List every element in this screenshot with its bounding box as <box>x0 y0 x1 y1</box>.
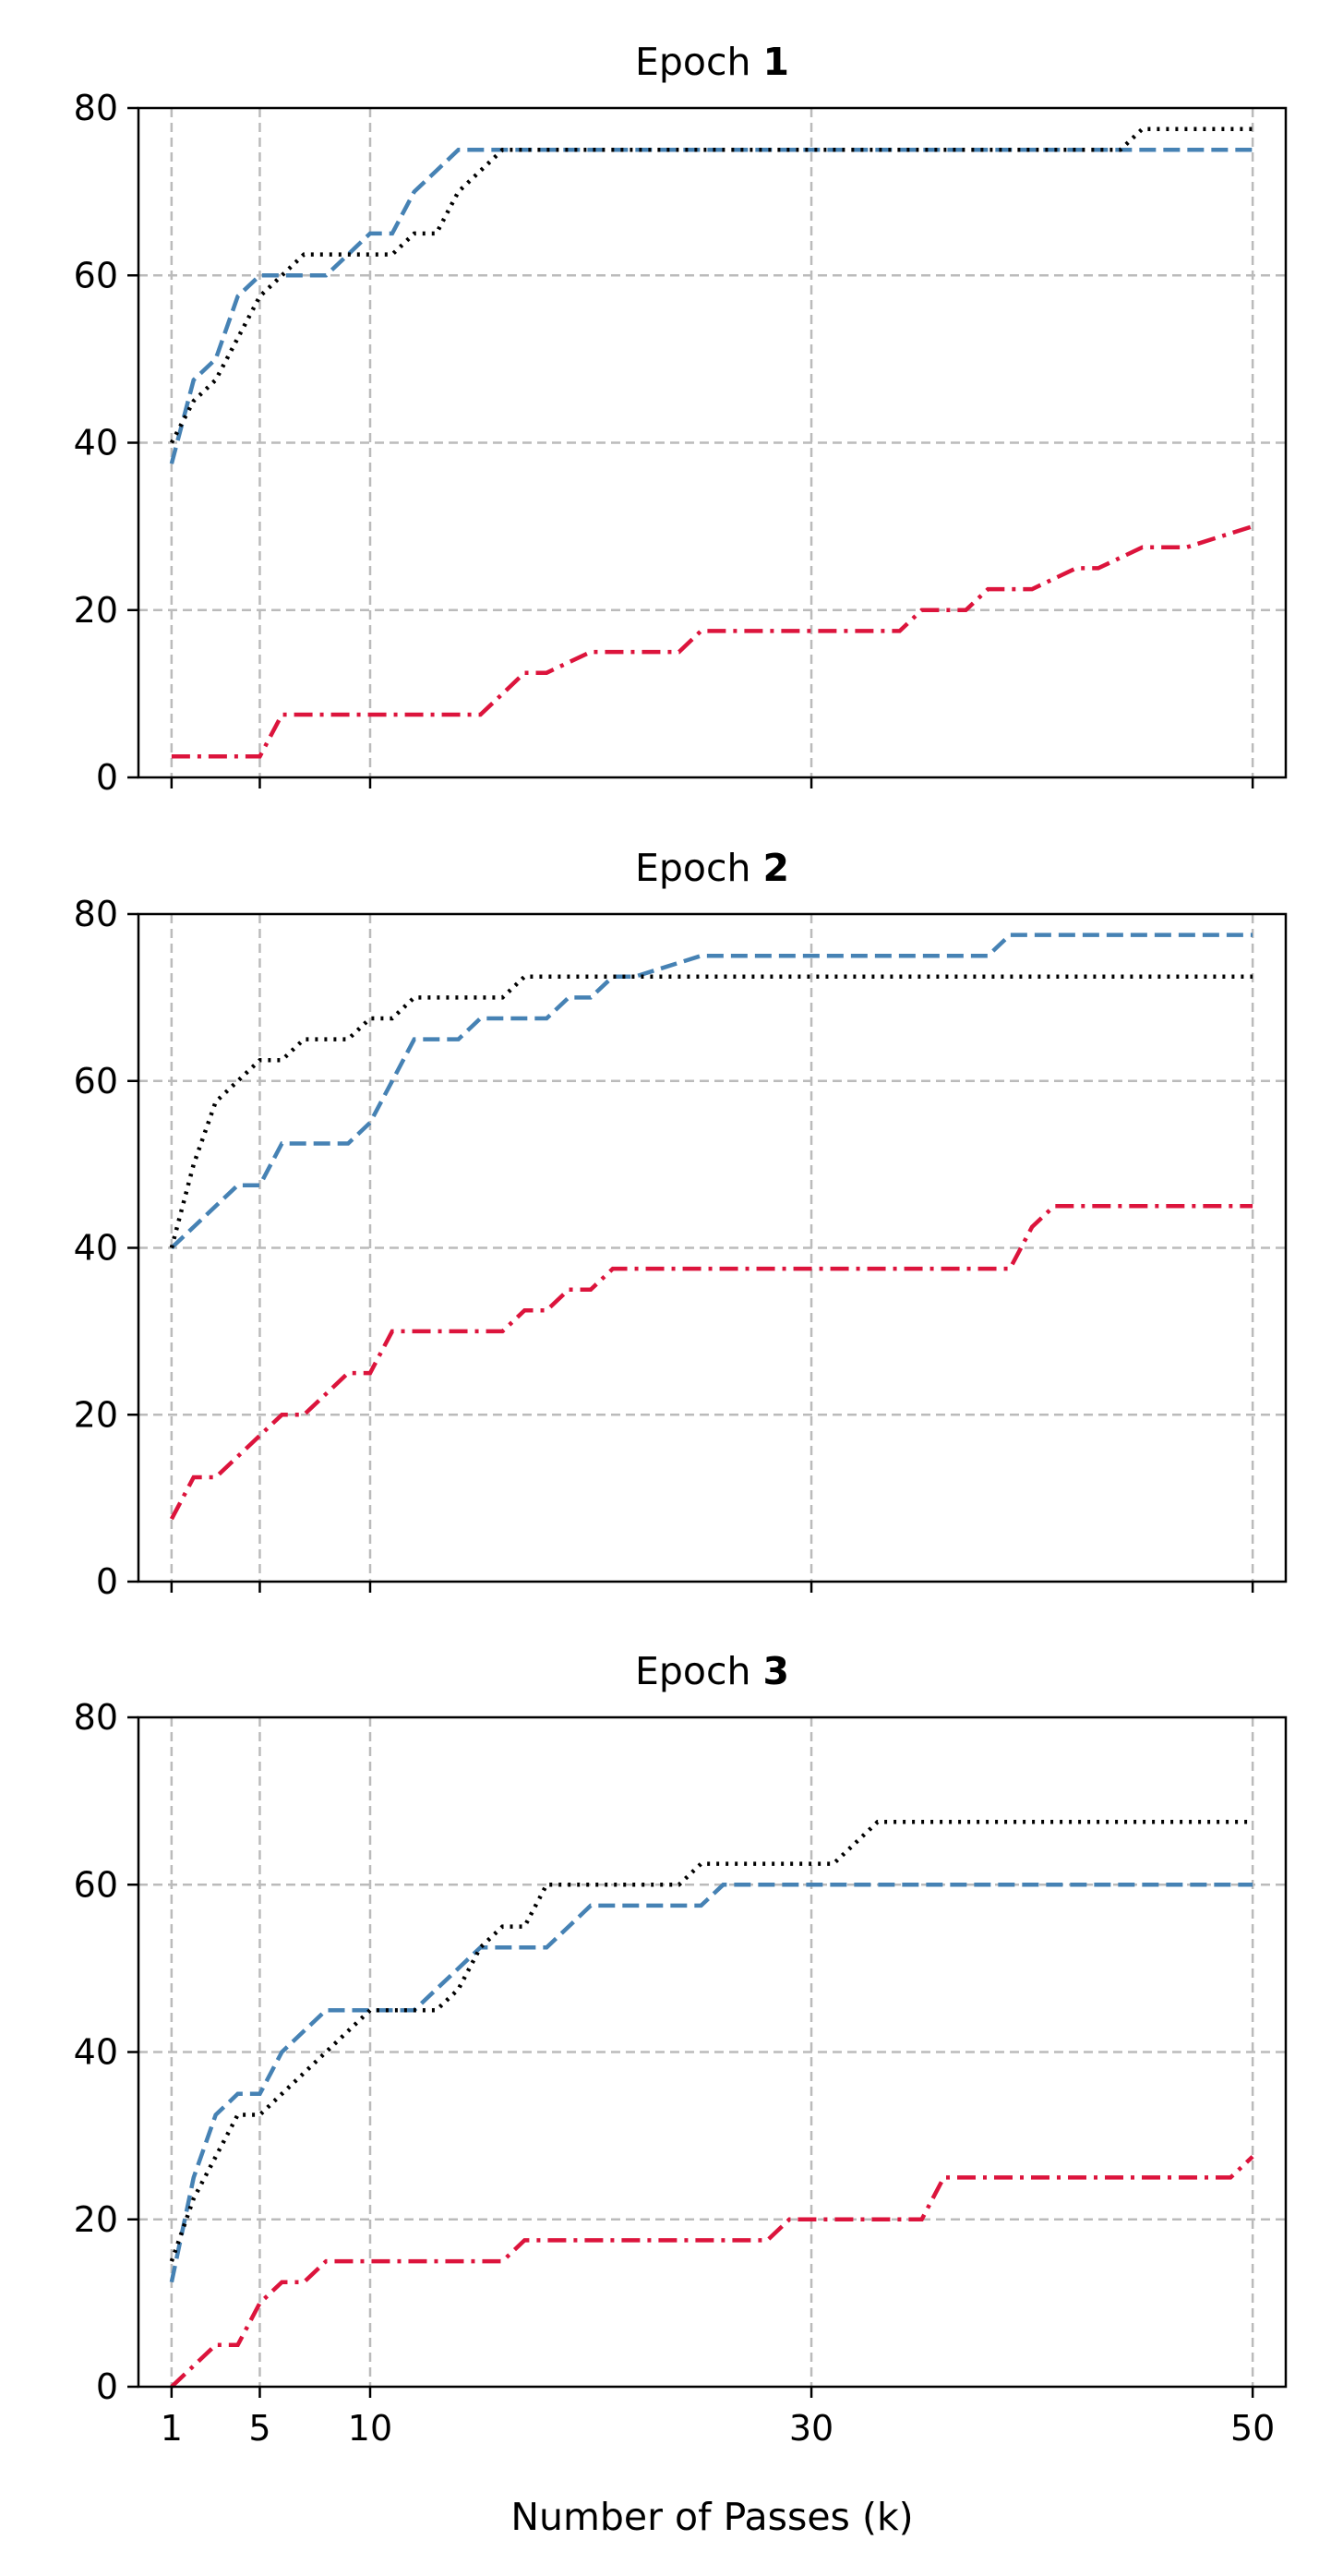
y-tick-label: 60 <box>74 1864 118 1905</box>
series-line-dashdot <box>171 524 1253 759</box>
y-tick-label: 60 <box>74 255 118 295</box>
y-tick-label: 0 <box>96 2366 118 2407</box>
x-tick-label: 10 <box>348 2408 392 2449</box>
x-tick-label: 30 <box>789 2408 833 2449</box>
x-axis-label: Number of Passes (k) <box>510 2495 913 2539</box>
y-tick-label: 20 <box>74 590 118 631</box>
series-line-dotted <box>169 1820 1253 2262</box>
y-tick-label: 40 <box>74 423 118 463</box>
y-tick-label: 40 <box>74 1228 118 1269</box>
series-line-dashdot <box>169 1204 1253 1521</box>
y-tick-label: 0 <box>96 757 118 798</box>
panel-epoch-2: 0 20 40 60 80 Epoch 2 <box>74 846 1288 1602</box>
series-line-dotted <box>169 126 1253 444</box>
y-tick-label: 20 <box>74 1394 118 1435</box>
x-tick-label: 1 <box>161 2408 183 2449</box>
y-tick-label: 20 <box>74 2199 118 2240</box>
series-line-dashed <box>169 1883 1253 2283</box>
series-line-dashed <box>169 148 1253 464</box>
x-tick-label: 5 <box>248 2408 270 2449</box>
y-tick-label: 40 <box>74 2032 118 2073</box>
y-tick-label: 60 <box>74 1061 118 1101</box>
y-tick-label: 80 <box>74 1697 118 1738</box>
series-line-dashed <box>170 933 1253 1250</box>
y-tick-label: 0 <box>96 1561 118 1602</box>
series-line-dashdot <box>170 2155 1254 2389</box>
panel-title: Epoch 1 <box>635 40 789 84</box>
y-tick-label: 80 <box>74 894 118 934</box>
panel-title: Epoch 2 <box>635 846 789 890</box>
series-line-dotted <box>169 974 1253 1249</box>
panel-title: Epoch 3 <box>635 1649 789 1693</box>
panel-epoch-3: 0 20 40 60 80 1 5 10 30 50 Epoch 3 <box>74 1649 1288 2449</box>
x-tick-label: 50 <box>1230 2408 1275 2449</box>
y-tick-label: 80 <box>74 88 118 128</box>
panel-epoch-1: 0 20 40 60 80 Epoch 1 <box>74 40 1288 798</box>
